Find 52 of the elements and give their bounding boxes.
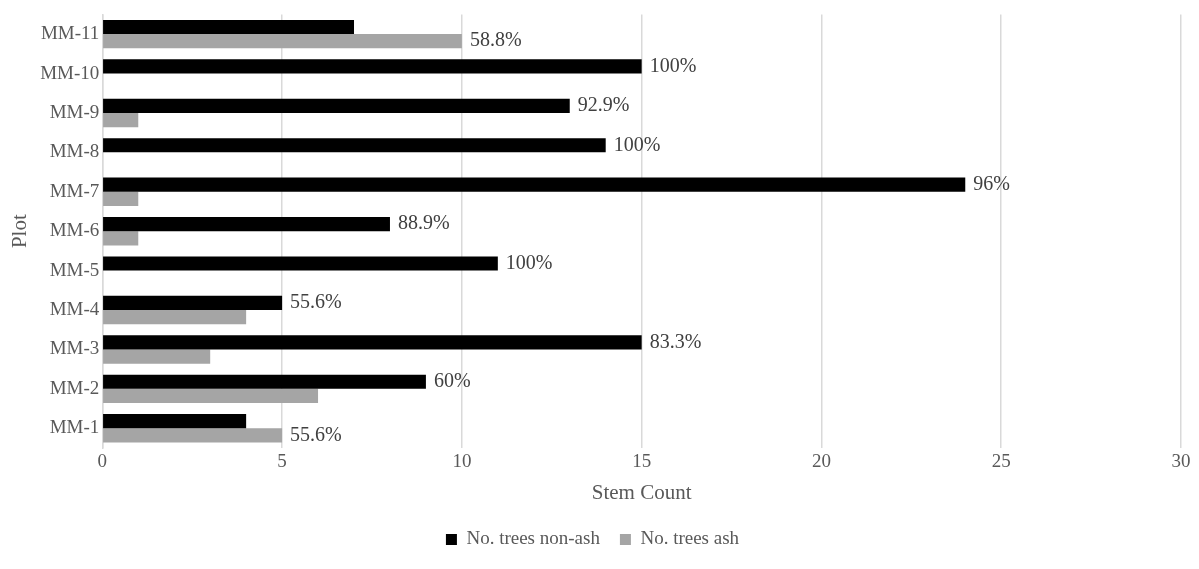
bar xyxy=(103,177,966,192)
x-tick-label: 5 xyxy=(277,450,287,472)
bar xyxy=(103,374,426,389)
bar xyxy=(103,388,319,404)
x-tick-label: 10 xyxy=(452,450,472,472)
x-tick-label: 25 xyxy=(991,450,1011,472)
annotation: 55.6% xyxy=(290,422,342,445)
y-axis-title: Plot xyxy=(7,214,32,249)
bar xyxy=(103,310,247,325)
bar xyxy=(103,59,642,74)
y-tick-label: MM-1 xyxy=(49,416,100,438)
bar xyxy=(103,256,498,271)
bar xyxy=(103,191,139,206)
y-tick-label: MM-10 xyxy=(40,61,100,83)
x-tick-label: 15 xyxy=(632,450,652,472)
annotation: 55.6% xyxy=(290,290,342,313)
y-tick-label: MM-2 xyxy=(49,376,100,398)
y-tick-label: MM-3 xyxy=(49,337,100,359)
legend-label: No. trees ash xyxy=(640,527,740,549)
bar xyxy=(103,98,570,113)
legend-label: No. trees non-ash xyxy=(466,527,601,549)
bar xyxy=(103,335,642,350)
bar xyxy=(103,295,283,311)
bar xyxy=(103,138,606,153)
y-tick-label: MM-5 xyxy=(49,258,100,280)
bar xyxy=(103,217,390,232)
annotation: 60% xyxy=(433,369,471,392)
bar xyxy=(103,414,247,429)
bar xyxy=(103,112,139,128)
y-tick-label: MM-7 xyxy=(49,179,100,201)
bar xyxy=(103,428,283,443)
bar xyxy=(103,19,355,35)
y-tick-label: MM-9 xyxy=(49,100,100,122)
bar xyxy=(103,34,462,49)
annotation: 88.9% xyxy=(397,211,450,234)
x-tick-label: 30 xyxy=(1171,450,1191,472)
x-tick-label: 0 xyxy=(97,450,108,472)
y-tick-label: MM-8 xyxy=(49,140,100,162)
annotation: 100% xyxy=(649,53,697,76)
annotation: 92.9% xyxy=(577,93,630,116)
annotation: 100% xyxy=(613,132,661,155)
bar xyxy=(103,231,139,246)
annotation: 96% xyxy=(973,171,1010,194)
x-tick-label: 20 xyxy=(811,450,831,472)
y-tick-label: MM-4 xyxy=(49,298,100,320)
x-axis-title: Stem Count xyxy=(591,479,692,504)
annotation: 100% xyxy=(505,250,553,273)
annotation: 83.3% xyxy=(649,329,702,352)
annotation: 58.8% xyxy=(469,28,522,51)
y-tick-label: MM-11 xyxy=(40,22,100,44)
bar xyxy=(103,349,211,364)
y-tick-label: MM-6 xyxy=(49,219,100,241)
